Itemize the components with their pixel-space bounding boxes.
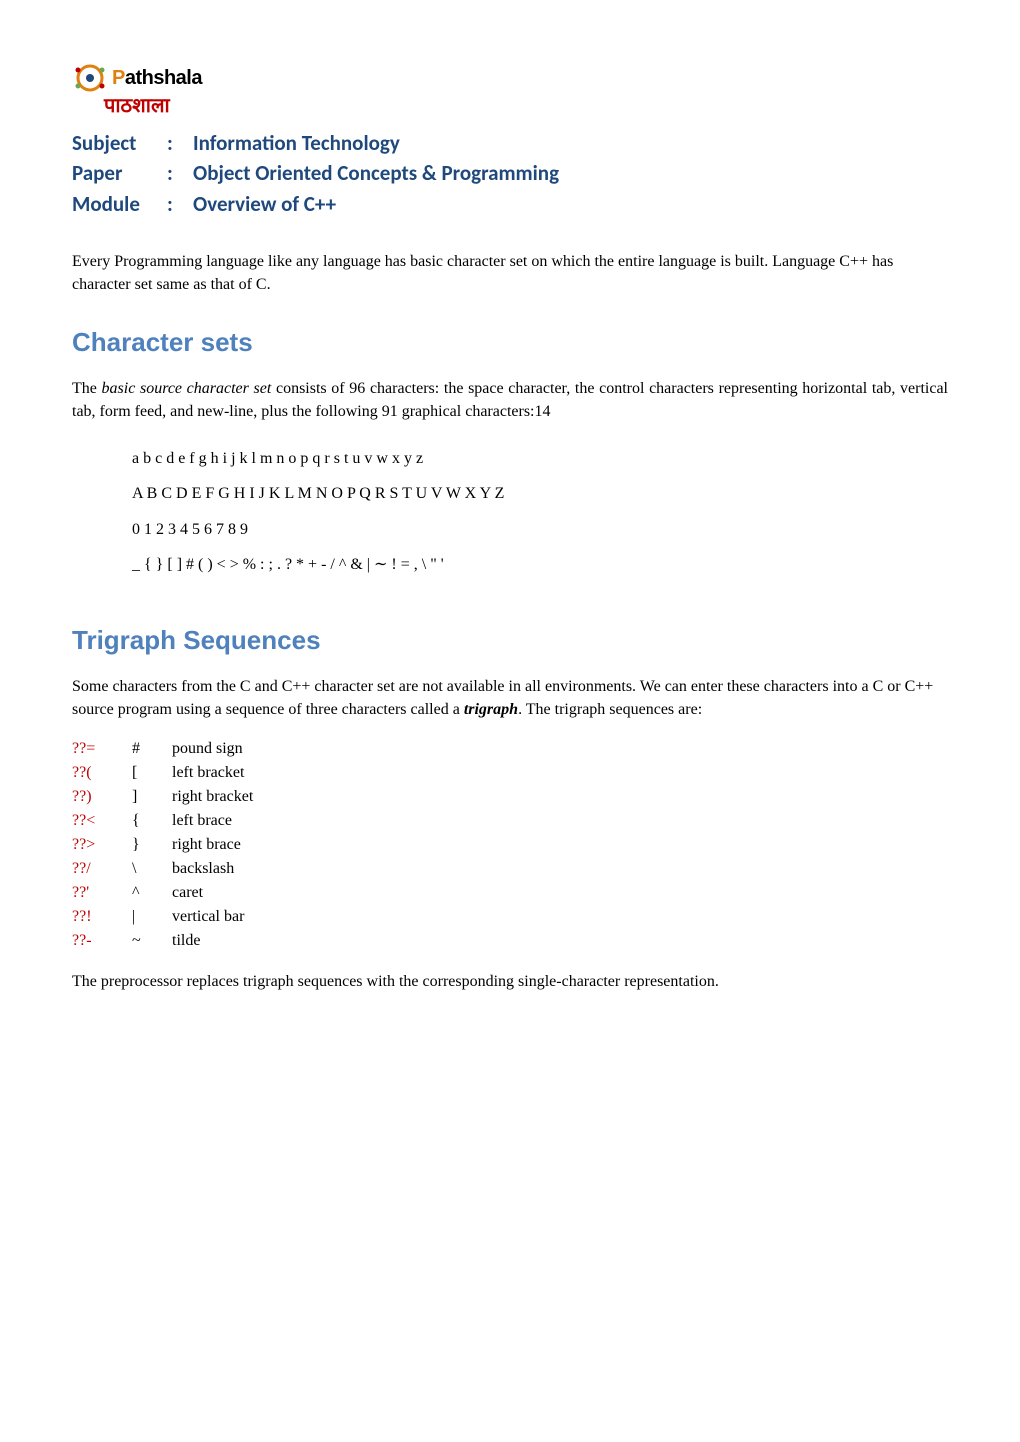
header-label: Module	[72, 189, 167, 219]
trigraph-row: ??>}right brace	[72, 833, 948, 857]
section-heading-trigraph: Trigraph Sequences	[72, 622, 948, 658]
trigraph-paragraph: Some characters from the C and C++ chara…	[72, 676, 948, 721]
charset-line: _ { } [ ] # ( ) < > % : ; . ? * + - / ^ …	[132, 547, 948, 582]
trigraph-row: ??)]right bracket	[72, 785, 948, 809]
charset-line: 0 1 2 3 4 5 6 7 8 9	[132, 512, 948, 547]
logo-text-top: Pathshala	[112, 64, 202, 92]
header-label: Paper	[72, 158, 167, 188]
trigraph-row: ??/\backslash	[72, 857, 948, 881]
logo: Pathshala पाठशाला	[72, 60, 948, 120]
trigraph-row: ??!|vertical bar	[72, 905, 948, 929]
header-row-subject: Subject:Information Technology	[72, 128, 948, 158]
header-value: Information Technology	[193, 130, 400, 156]
charsets-paragraph: The basic source character set consists …	[72, 378, 948, 423]
trigraph-row: ??=#pound sign	[72, 737, 948, 761]
charset-line: A B C D E F G H I J K L M N O P Q R S T …	[132, 476, 948, 511]
trigraph-row: ??-~tilde	[72, 929, 948, 953]
charset-lines: a b c d e f g h i j k l m n o p q r s t …	[132, 441, 948, 582]
section-heading-charsets: Character sets	[72, 324, 948, 360]
charset-line: a b c d e f g h i j k l m n o p q r s t …	[132, 441, 948, 476]
logo-icon	[72, 60, 108, 96]
logo-text-bottom: पाठशाला	[104, 92, 948, 120]
intro-paragraph: Every Programming language like any lang…	[72, 251, 948, 296]
trigraph-row: ??'^caret	[72, 881, 948, 905]
header-value: Object Oriented Concepts & Programming	[193, 160, 559, 186]
header-label: Subject	[72, 128, 167, 158]
trigraph-list: ??=#pound sign ??([left bracket ??)]righ…	[72, 737, 948, 953]
header-row-paper: Paper:Object Oriented Concepts & Program…	[72, 158, 948, 188]
trigraph-row: ??<{left brace	[72, 809, 948, 833]
header-meta: Subject:Information Technology Paper:Obj…	[72, 128, 948, 219]
header-row-module: Module:Overview of C++	[72, 189, 948, 219]
trigraph-row: ??([left bracket	[72, 761, 948, 785]
header-value: Overview of C++	[193, 191, 336, 217]
trigraph-footer: The preprocessor replaces trigraph seque…	[72, 971, 948, 993]
